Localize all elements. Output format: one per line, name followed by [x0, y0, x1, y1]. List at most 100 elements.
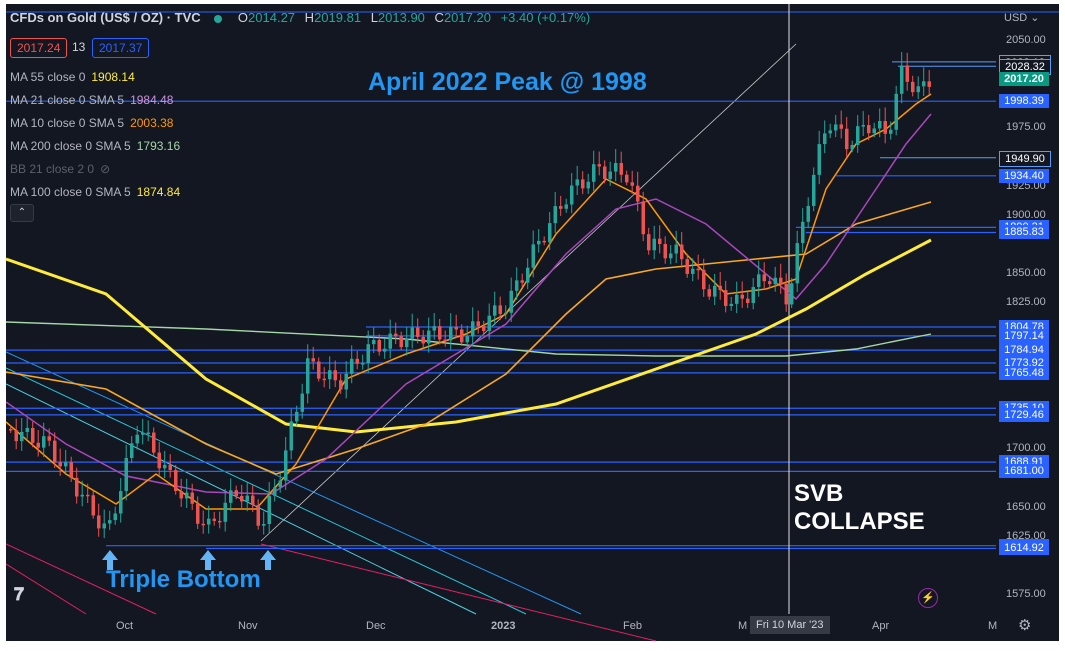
- candle-body-79: [443, 339, 447, 341]
- candle-body-105: [586, 181, 590, 189]
- candle-body-136: [757, 274, 761, 288]
- candle-body-90: [504, 312, 508, 315]
- candle-body-127: [707, 289, 711, 297]
- candle-body-50: [284, 450, 288, 481]
- candle-body-43: [245, 495, 249, 502]
- candle-body-131: [729, 303, 733, 306]
- arrow-up-icon-2: [260, 550, 276, 570]
- candle-body-120: [669, 253, 673, 259]
- low-value: 2013.90: [377, 10, 425, 25]
- candle-body-119: [663, 243, 667, 259]
- candle-body-133: [740, 294, 744, 299]
- time-axis-label: Nov: [238, 620, 258, 632]
- chevron-up-icon[interactable]: ⌃: [10, 204, 34, 222]
- candle-body-147: [817, 144, 821, 175]
- candle-body-10: [64, 462, 68, 467]
- candle-body-0: [9, 429, 13, 431]
- candle-body-93: [520, 280, 524, 283]
- candle-body-146: [812, 174, 816, 206]
- price-tag-label: 1729.46: [999, 407, 1049, 422]
- indicator-ma55[interactable]: MA 55 close 0 1908.14: [10, 70, 135, 84]
- candle-body-39: [223, 502, 227, 522]
- candle-body-99: [553, 206, 557, 224]
- settings-icon[interactable]: ⚙: [1018, 617, 1032, 634]
- candle-body-63: [355, 358, 359, 364]
- candle-body-49: [278, 480, 282, 488]
- candle-body-137: [762, 274, 766, 282]
- candle-body-22: [130, 443, 134, 458]
- price-tick-label: 1825.00: [1006, 296, 1046, 309]
- april-peak-annotation: April 2022 Peak @ 1998: [368, 68, 647, 96]
- candle-body-162: [900, 65, 904, 94]
- candle-body-159: [883, 121, 887, 134]
- candle-body-115: [641, 201, 645, 235]
- candle-body-4: [31, 427, 35, 443]
- buy-price-button[interactable]: 2017.37: [92, 38, 150, 58]
- candle-body-125: [696, 268, 700, 271]
- candle-body-161: [894, 93, 898, 130]
- candle-body-33: [190, 492, 194, 504]
- candle-body-68: [383, 348, 387, 352]
- candle-body-19: [113, 513, 117, 521]
- candle-body-151: [839, 124, 843, 129]
- candle-body-52: [295, 411, 299, 422]
- candle-body-160: [889, 129, 893, 134]
- indicator-bb21[interactable]: BB 21 close 2 0 ⊘: [10, 162, 111, 176]
- lightning-icon[interactable]: ⚡: [918, 588, 938, 608]
- time-axis-label: Feb: [623, 620, 642, 632]
- close-value: 2017.20: [443, 10, 491, 25]
- indicator-ma10[interactable]: MA 10 close 0 SMA 5 2003.38: [10, 116, 174, 130]
- diagonal-trend-line: [260, 43, 797, 542]
- close-label: C: [434, 10, 444, 25]
- candle-body-37: [212, 518, 216, 521]
- tradingview-logo-icon[interactable]: 𝟕: [14, 584, 25, 604]
- candle-body-71: [399, 336, 403, 348]
- candle-body-1: [14, 430, 18, 442]
- candle-body-77: [432, 326, 436, 331]
- svb-annotation: SVB COLLAPSE: [794, 480, 925, 536]
- high-value: 2019.81: [314, 10, 362, 25]
- change-value: +3.40 (+0.17%): [500, 10, 591, 25]
- chart-canvas[interactable]: [6, 4, 1059, 641]
- sell-price-button[interactable]: 2017.24: [10, 38, 68, 58]
- candle-body-158: [878, 121, 882, 129]
- candle-body-97: [542, 240, 546, 243]
- candle-body-9: [58, 462, 62, 467]
- candle-body-56: [317, 361, 321, 379]
- candle-body-118: [658, 238, 662, 244]
- indicator-ma200[interactable]: MA 200 close 0 SMA 5 1793.16: [10, 139, 181, 153]
- symbol-title[interactable]: CFDs on Gold (US$ / OZ) · TVC: [10, 10, 201, 25]
- candle-body-81: [454, 326, 458, 330]
- candle-body-84: [471, 321, 475, 337]
- candle-body-64: [361, 363, 365, 365]
- candle-body-25: [146, 432, 150, 435]
- candle-body-139: [773, 277, 777, 285]
- candle-body-88: [493, 305, 497, 316]
- candle-body-166: [922, 81, 926, 87]
- candle-body-70: [394, 333, 398, 337]
- candle-body-104: [581, 179, 585, 189]
- candle-body-132: [735, 294, 739, 304]
- candle-body-89: [498, 305, 502, 314]
- candle-body-14: [86, 494, 90, 497]
- ma10-line: [6, 93, 932, 510]
- candle-body-142: [790, 283, 794, 305]
- candle-body-74: [416, 327, 420, 337]
- candle-body-28: [163, 464, 167, 469]
- eye-off-icon[interactable]: ⊘: [100, 162, 111, 176]
- open-label: O: [237, 10, 249, 25]
- price-tag-label: 1998.39: [999, 94, 1049, 109]
- trend-line-5: [6, 563, 87, 615]
- candle-body-21: [124, 457, 128, 492]
- candle-body-128: [713, 285, 717, 297]
- candle-body-66: [372, 339, 376, 345]
- currency-selector[interactable]: USD ⌄: [1004, 12, 1040, 24]
- indicator-ma21[interactable]: MA 21 close 0 SMA 5 1984.48: [10, 93, 174, 107]
- time-axis-label: M: [738, 620, 748, 632]
- market-status-icon: [214, 14, 223, 23]
- candle-body-163: [905, 65, 909, 82]
- price-tag-label: 1934.40: [999, 168, 1049, 183]
- candle-body-53: [300, 393, 304, 412]
- candle-body-75: [421, 336, 425, 344]
- indicator-ma100[interactable]: MA 100 close 0 SMA 5 1874.84: [10, 185, 181, 199]
